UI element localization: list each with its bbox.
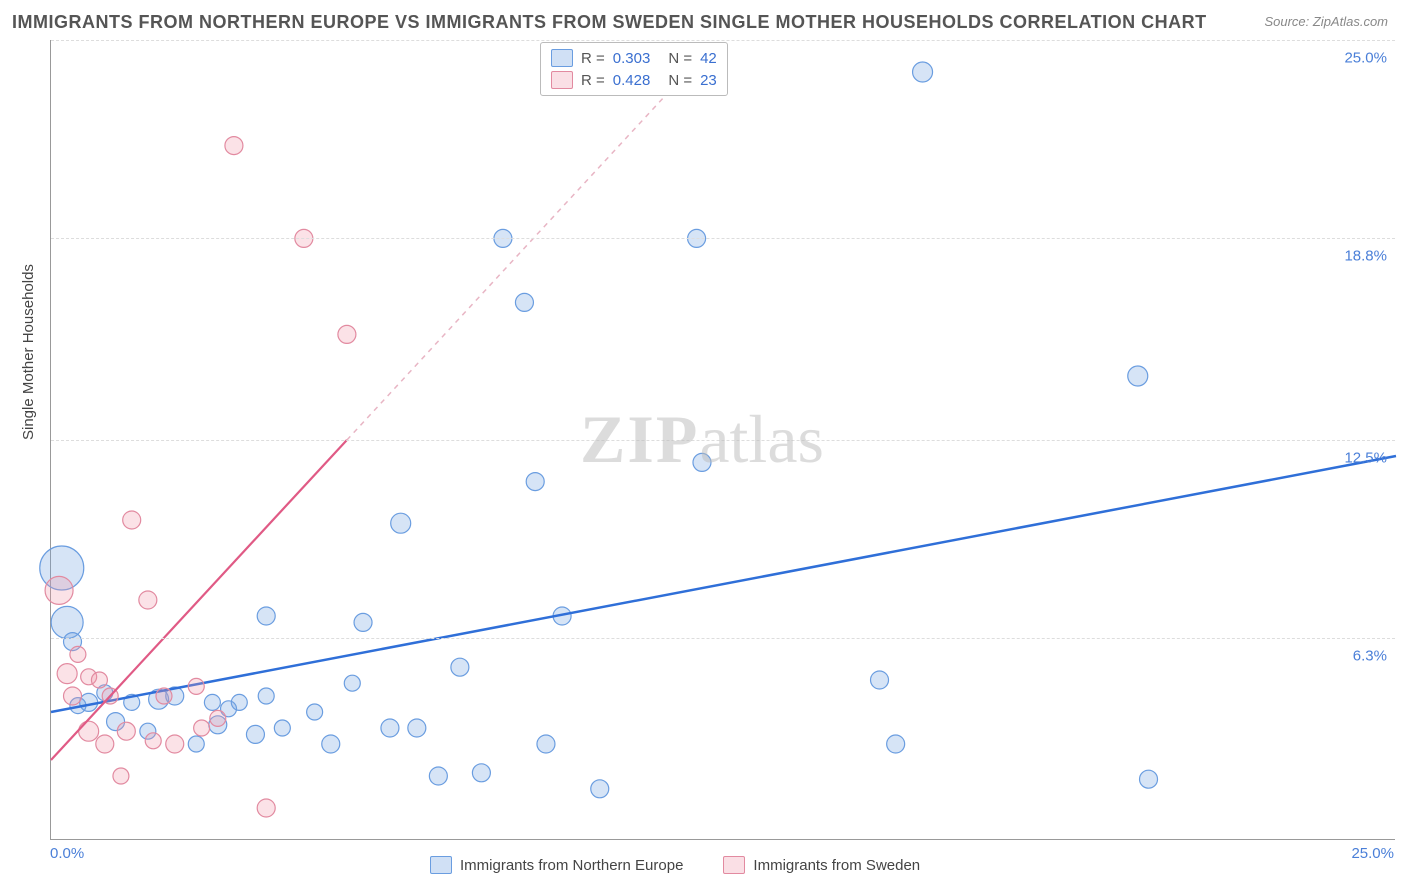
data-point	[64, 687, 82, 705]
series-legend: Immigrants from Northern Europe Immigran…	[430, 856, 920, 874]
data-point	[274, 720, 290, 736]
data-point	[1128, 366, 1148, 386]
y-tick-label: 18.8%	[1344, 248, 1387, 265]
data-point	[1140, 770, 1158, 788]
n-label: N =	[668, 72, 692, 89]
data-point	[913, 62, 933, 82]
trendline-extrapolated	[347, 56, 702, 440]
data-point	[91, 672, 107, 688]
legend-row-blue: R = 0.303 N = 42	[551, 47, 717, 69]
data-point	[231, 694, 247, 710]
data-point	[257, 799, 275, 817]
data-point	[307, 704, 323, 720]
data-point	[45, 576, 73, 604]
data-point	[381, 719, 399, 737]
data-point	[51, 606, 83, 638]
data-point	[79, 721, 99, 741]
swatch-pink	[723, 856, 745, 874]
data-point	[887, 735, 905, 753]
y-tick-label: 6.3%	[1353, 648, 1387, 665]
data-point	[408, 719, 426, 737]
data-point	[210, 710, 226, 726]
legend-row-pink: R = 0.428 N = 23	[551, 69, 717, 91]
data-point	[693, 453, 711, 471]
data-point	[117, 722, 135, 740]
data-point	[204, 694, 220, 710]
legend-item-blue: Immigrants from Northern Europe	[430, 856, 683, 874]
data-point	[246, 725, 264, 743]
legend-label-blue: Immigrants from Northern Europe	[460, 857, 683, 874]
data-point	[344, 675, 360, 691]
legend-item-pink: Immigrants from Sweden	[723, 856, 920, 874]
data-point	[188, 736, 204, 752]
swatch-blue	[551, 49, 573, 67]
swatch-pink	[551, 71, 573, 89]
data-point	[322, 735, 340, 753]
source-attribution: Source: ZipAtlas.com	[1264, 14, 1388, 29]
trendline	[51, 456, 1396, 712]
n-value-blue: 42	[700, 50, 717, 67]
data-point	[57, 664, 77, 684]
data-point	[515, 293, 533, 311]
n-label: N =	[668, 50, 692, 67]
x-axis-min-label: 0.0%	[50, 845, 84, 862]
legend-label-pink: Immigrants from Sweden	[753, 857, 920, 874]
data-point	[591, 780, 609, 798]
correlation-legend: R = 0.303 N = 42 R = 0.428 N = 23	[540, 42, 728, 96]
chart-title: IMMIGRANTS FROM NORTHERN EUROPE VS IMMIG…	[12, 12, 1207, 33]
data-point	[139, 591, 157, 609]
r-value-pink: 0.428	[613, 72, 651, 89]
data-point	[166, 735, 184, 753]
y-axis-title: Single Mother Households	[20, 264, 37, 440]
r-value-blue: 0.303	[613, 50, 651, 67]
swatch-blue	[430, 856, 452, 874]
data-point	[451, 658, 469, 676]
data-point	[123, 511, 141, 529]
data-point	[537, 735, 555, 753]
y-tick-label: 25.0%	[1344, 50, 1387, 67]
n-value-pink: 23	[700, 72, 717, 89]
y-tick-label: 12.5%	[1344, 450, 1387, 467]
data-point	[194, 720, 210, 736]
data-point	[225, 137, 243, 155]
data-point	[472, 764, 490, 782]
trendline	[51, 440, 347, 760]
data-point	[338, 325, 356, 343]
data-point	[526, 473, 544, 491]
x-axis-max-label: 25.0%	[1351, 845, 1394, 862]
data-point	[871, 671, 889, 689]
r-label: R =	[581, 72, 605, 89]
data-point	[354, 613, 372, 631]
r-label: R =	[581, 50, 605, 67]
data-point	[258, 688, 274, 704]
data-point	[391, 513, 411, 533]
data-point	[429, 767, 447, 785]
data-point	[145, 733, 161, 749]
data-point	[156, 688, 172, 704]
chart-plot-area: 6.3% 12.5% 18.8% 25.0%	[50, 40, 1395, 840]
data-point	[188, 678, 204, 694]
data-point	[70, 646, 86, 662]
data-point	[96, 735, 114, 753]
data-point	[113, 768, 129, 784]
data-point	[257, 607, 275, 625]
